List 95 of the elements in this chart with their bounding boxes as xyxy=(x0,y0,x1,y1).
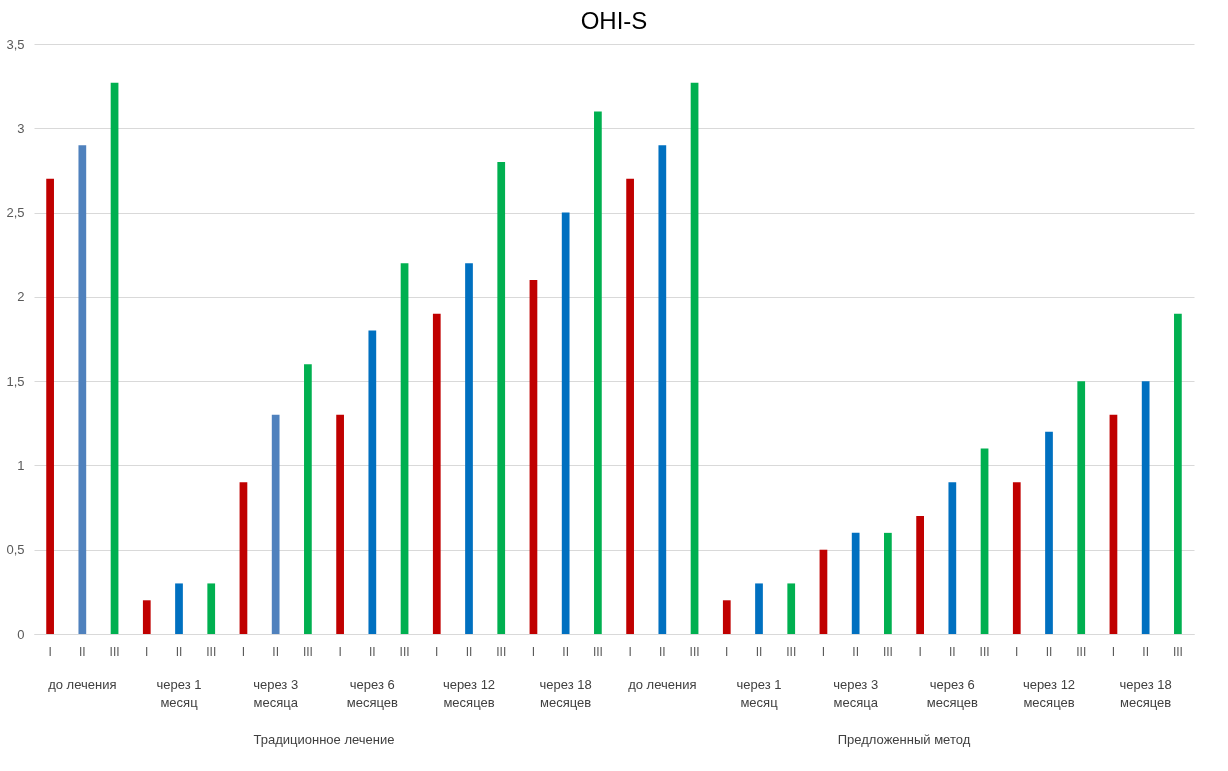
text: через 6 месяцев xyxy=(346,677,398,710)
text: через 18 месяцев xyxy=(1119,677,1172,710)
y-tick-label: 1 xyxy=(17,457,25,473)
bar xyxy=(1077,381,1086,634)
x-tick-label: II xyxy=(1045,644,1053,659)
x-tick-label: II xyxy=(272,644,279,659)
bar xyxy=(497,162,506,634)
bar xyxy=(755,583,763,634)
x-tick-label: II xyxy=(465,644,473,659)
x-tick-label: III xyxy=(592,644,603,659)
bar xyxy=(1012,482,1021,634)
bar xyxy=(175,583,183,634)
y-tick-label: 0,5 xyxy=(6,542,25,558)
text: через 3 месяца xyxy=(253,677,299,710)
bar xyxy=(46,178,54,634)
bar xyxy=(1174,313,1182,634)
x-tick-label: II xyxy=(369,644,376,659)
x-tick-label: III xyxy=(496,644,507,659)
bar xyxy=(78,145,87,634)
x-tick-label: I xyxy=(725,644,729,659)
bar xyxy=(110,82,119,634)
bar xyxy=(884,532,892,634)
bar xyxy=(1109,414,1118,634)
x-tick-label: I xyxy=(1015,644,1019,659)
bar xyxy=(658,145,667,634)
x-tick-label: I xyxy=(531,644,536,659)
x-tick-label: I xyxy=(918,644,922,659)
x-tick-label: I xyxy=(1111,644,1116,659)
bar xyxy=(916,516,924,634)
x-tick-label: I xyxy=(241,644,246,659)
text: через 3 месяца xyxy=(833,677,879,710)
y-tick-label: 2,5 xyxy=(6,205,25,221)
bar xyxy=(432,313,441,634)
bar xyxy=(948,482,957,634)
x-tick-label: III xyxy=(786,644,797,659)
x-tick-label: II xyxy=(175,644,183,659)
y-tick-label: 1,5 xyxy=(6,373,25,389)
x-tick-label: I xyxy=(338,644,342,659)
bar xyxy=(561,212,570,634)
bar xyxy=(1141,381,1150,634)
bar xyxy=(465,263,473,634)
text: Предложенный метод xyxy=(837,732,971,747)
bar xyxy=(400,263,409,634)
x-tick-label: I xyxy=(435,644,439,659)
y-tick-label: 3 xyxy=(17,120,25,136)
x-tick-label: III xyxy=(302,644,313,659)
x-tick-label: II xyxy=(852,644,859,659)
x-tick-label: III xyxy=(979,644,990,659)
bar xyxy=(142,600,151,634)
bar xyxy=(851,532,860,634)
bar xyxy=(787,583,796,634)
x-tick-label: III xyxy=(1076,644,1087,659)
x-tick-label: I xyxy=(628,644,632,659)
bar xyxy=(207,583,216,634)
x-tick-label: II xyxy=(659,644,666,659)
x-tick-label: II xyxy=(949,644,956,659)
bar xyxy=(304,364,312,634)
x-tick-label: I xyxy=(48,644,52,659)
bar xyxy=(626,178,634,634)
bar xyxy=(368,330,377,634)
x-tick-label: III xyxy=(882,644,893,659)
x-tick-label: III xyxy=(689,644,700,659)
text: через 1 месяц xyxy=(156,677,202,710)
bar xyxy=(819,549,828,634)
x-tick-label: II xyxy=(79,644,86,659)
text: через 12 месяцев xyxy=(1022,677,1076,710)
text: через 12 месяцев xyxy=(442,677,496,710)
text: через 18 месяцев xyxy=(539,677,592,710)
x-tick-label: I xyxy=(145,644,149,659)
x-tick-label: II xyxy=(1142,644,1149,659)
text: через 1 месяц xyxy=(736,677,782,710)
x-tick-label: III xyxy=(109,644,120,659)
y-tick-label: 3,5 xyxy=(6,36,25,52)
bar xyxy=(980,448,989,634)
y-tick-label: 0 xyxy=(17,626,25,642)
bar xyxy=(1045,431,1053,634)
text: через 6 месяцев xyxy=(926,677,978,710)
bar xyxy=(529,280,538,634)
x-tick-label: III xyxy=(206,644,217,659)
bar xyxy=(722,600,731,634)
text: до лечения xyxy=(48,677,117,692)
bar xyxy=(690,82,699,634)
text: Традиционное лечение xyxy=(253,732,395,747)
text: до лечения xyxy=(628,677,697,692)
x-tick-label: III xyxy=(399,644,410,659)
bar xyxy=(336,414,344,634)
y-tick-label: 2 xyxy=(17,289,25,305)
chart-title: OHI-S xyxy=(580,7,648,34)
bar xyxy=(239,482,248,634)
x-tick-label: I xyxy=(821,644,826,659)
x-tick-label: II xyxy=(562,644,569,659)
x-tick-label: III xyxy=(1172,644,1183,659)
bar xyxy=(271,414,280,634)
bar xyxy=(594,111,602,634)
x-tick-label: II xyxy=(755,644,763,659)
